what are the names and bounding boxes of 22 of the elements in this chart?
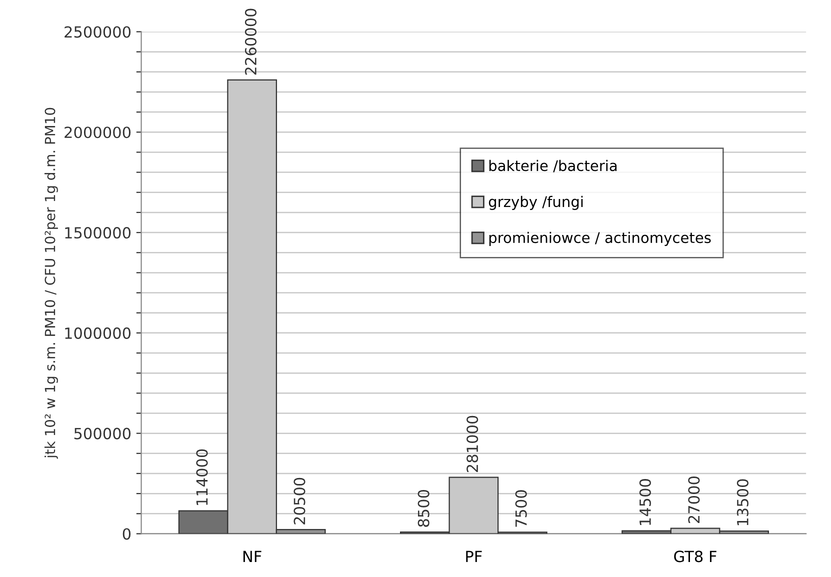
y-tick-label: 1000000 [65,327,131,339]
x-tick-label: PF [466,550,482,562]
x-tick-label: GT8 F [674,550,716,562]
legend-label: promieniowce / actinomycetes [489,232,711,246]
data-label: 114000 [196,449,208,505]
legend-label: bakterie /bacteria [489,160,617,172]
x-tick-label: NF [243,550,262,562]
y-axis-title: jtk 10² w 1g s.m. PM10 / CFU 10²per 1g d.m. PM10 [44,108,58,459]
data-label: 7500 [515,490,527,527]
data-label: 281000 [466,416,478,472]
data-label: 20500 [294,478,306,524]
y-tick-label: 2000000 [64,126,131,138]
data-label: 14500 [639,479,651,525]
y-tick-label: 1500000 [65,226,131,239]
data-label: 8500 [418,490,430,527]
y-tick-label: 2500000 [64,26,131,38]
data-label: 27000 [688,476,700,524]
legend-label: grzyby /fungi [488,196,583,210]
data-label: 13500 [736,479,748,526]
y-tick-label: 0 [122,528,131,540]
y-tick-label: 500000 [74,428,131,440]
data-label: 2260000 [244,8,257,75]
